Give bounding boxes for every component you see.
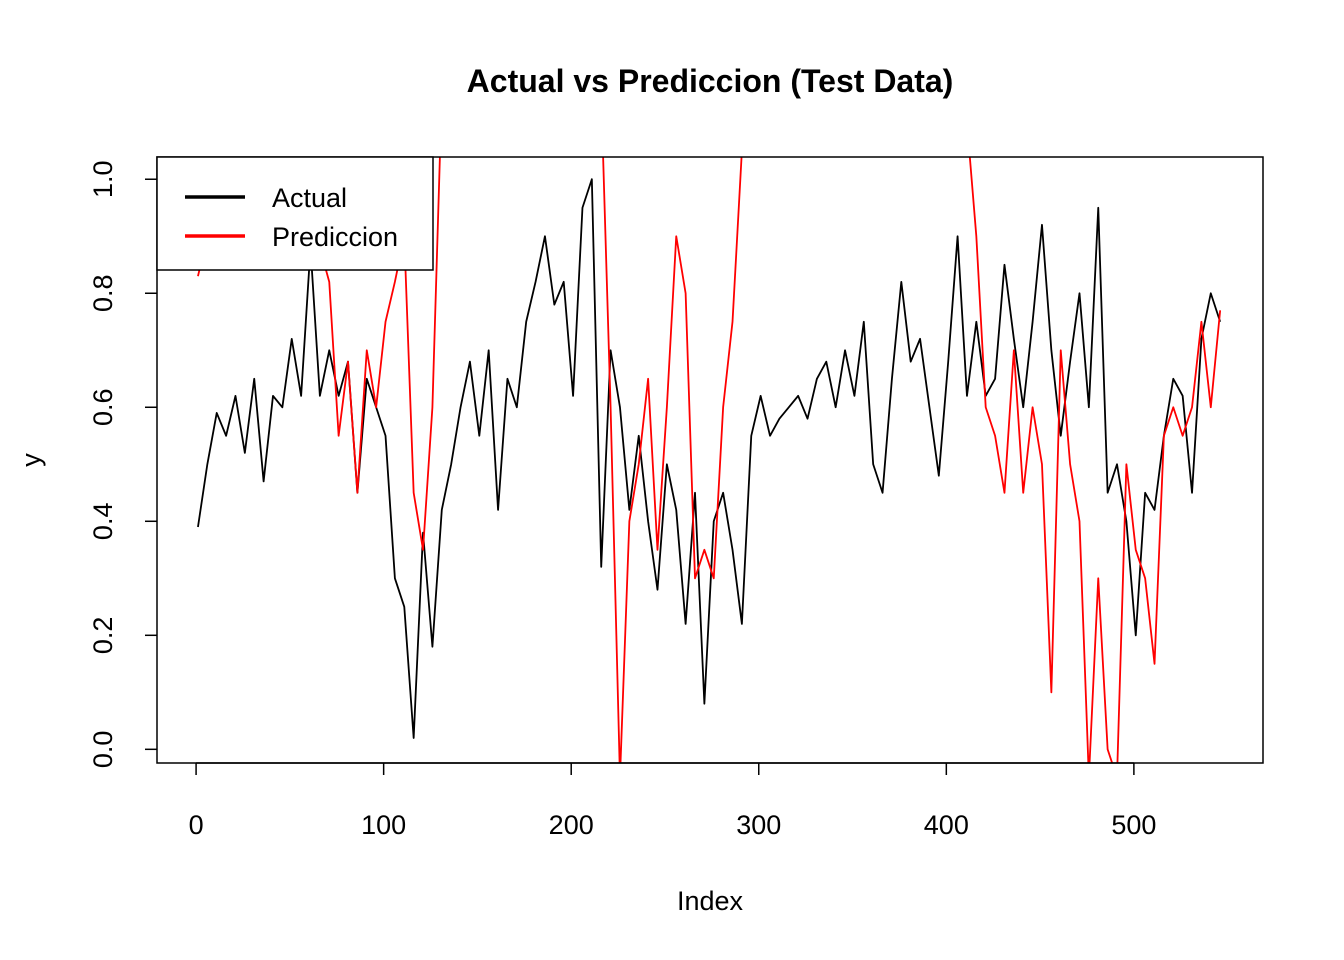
x-tick-label: 500 <box>1111 810 1156 840</box>
y-tick-label: 0.0 <box>88 731 118 769</box>
x-tick-label: 200 <box>549 810 594 840</box>
legend-label: Actual <box>272 183 347 213</box>
plot-area <box>197 157 1222 763</box>
y-tick-label: 0.6 <box>88 388 118 426</box>
x-axis-label: Index <box>677 886 744 916</box>
legend-box <box>156 156 434 271</box>
x-tick-label: 0 <box>189 810 204 840</box>
x-tick-label: 300 <box>736 810 781 840</box>
x-tick-label: 400 <box>924 810 969 840</box>
y-tick-label: 0.8 <box>88 274 118 312</box>
x-tick-label: 100 <box>361 810 406 840</box>
data-line <box>197 157 1222 763</box>
y-tick-label: 0.4 <box>88 503 118 541</box>
y-tick-label: 1.0 <box>88 160 118 198</box>
data-line <box>197 178 1222 739</box>
y-tick-label: 0.2 <box>88 617 118 655</box>
y-axis-label: y <box>16 453 46 467</box>
legend-label: Prediccion <box>272 222 398 252</box>
chart-title: Actual vs Prediccion (Test Data) <box>467 63 954 99</box>
